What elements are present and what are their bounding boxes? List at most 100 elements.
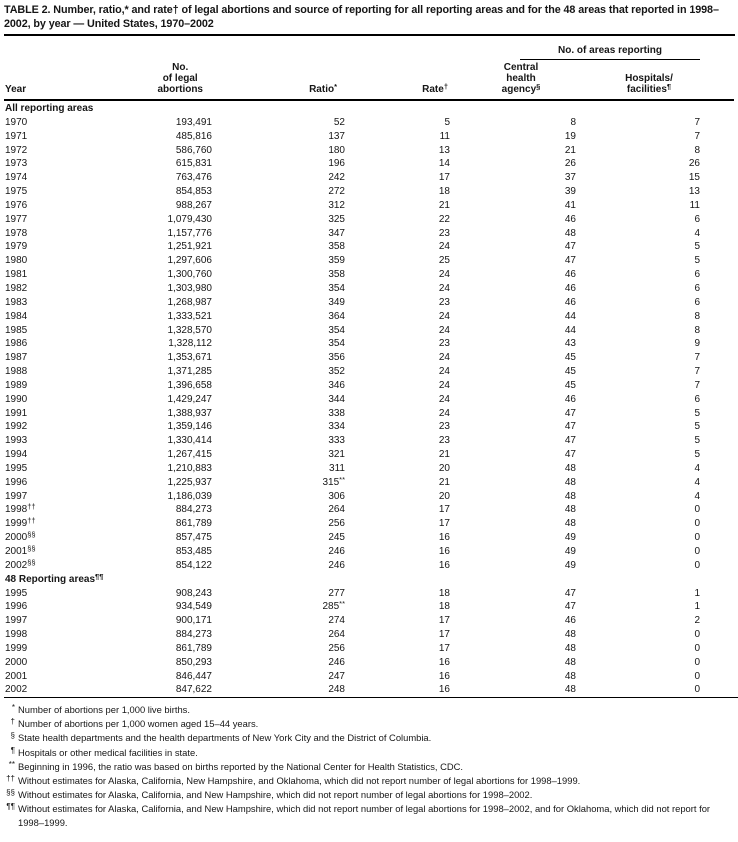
footnote-text: Hospitals or other medical facilities in… (18, 746, 198, 758)
year-cell: 1986 (5, 338, 28, 350)
year-cell: 2000§§ (5, 530, 36, 544)
central-agency-cell: 49 (564, 546, 576, 557)
hospitals-cell: 15 (688, 172, 700, 184)
rate-cell: 16 (438, 559, 450, 571)
rate-cell: 24 (438, 379, 450, 391)
rate-cell: 17 (438, 642, 450, 654)
year-cell: 1998 (5, 629, 28, 641)
rate-cell: 23 (438, 227, 450, 239)
central-agency-cell: 46 (564, 393, 576, 405)
hospitals-cell: 8 (694, 324, 700, 336)
central-agency-cell: 46 (564, 269, 576, 281)
superscript-marker: ** (339, 474, 345, 484)
year-cell: 1979 (5, 241, 28, 253)
abortions-cell: 846,447 (175, 670, 212, 682)
year-cell: 1996 (5, 476, 28, 488)
ratio-cell: 180 (328, 144, 345, 156)
ratio-cell: 247 (328, 670, 345, 682)
ratio-cell: 272 (328, 186, 345, 198)
header-divider (4, 99, 734, 101)
ratio-cell: 352 (328, 366, 345, 378)
year-cell: 1999 (5, 642, 28, 654)
year-cell: 1977 (5, 213, 28, 225)
ratio-cell: 338 (328, 407, 345, 419)
ratio-cell: 248 (328, 684, 345, 696)
year-cell: 1983 (5, 296, 28, 308)
ratio-cell: 358 (328, 241, 345, 253)
year-cell: 1970 (5, 116, 28, 128)
ratio-cell: 349 (328, 296, 345, 308)
column-header-year: Year (5, 84, 27, 95)
central-agency-cell: 46 (564, 615, 576, 627)
ratio-cell: 333 (328, 435, 345, 447)
hospitals-cell: 0 (694, 518, 700, 530)
year-cell: 1974 (5, 172, 28, 184)
hospitals-cell: 6 (694, 269, 700, 281)
footnote-symbol: §§ (6, 787, 15, 797)
table-title: TABLE 2. Number, ratio,* and rate† of le… (4, 0, 735, 36)
central-agency-cell: 48 (564, 227, 576, 239)
superscript-marker: §§ (27, 530, 36, 540)
hospitals-cell: 6 (694, 213, 700, 225)
hospitals-cell: 6 (694, 393, 700, 405)
central-agency-cell: 19 (564, 130, 576, 142)
abortions-cell: 1,225,937 (167, 476, 213, 488)
abortions-cell: 884,273 (175, 629, 212, 641)
ratio-cell: 315** (322, 474, 345, 488)
central-agency-cell: 48 (564, 670, 576, 682)
year-cell: 1985 (5, 324, 28, 336)
abortions-cell: 1,359,146 (167, 421, 213, 433)
ratio-cell: 312 (328, 199, 345, 211)
hospitals-cell: 0 (694, 559, 700, 571)
central-agency-cell: 48 (564, 656, 576, 668)
column-header-hospitals: Hospitals/ facilities¶ (625, 73, 673, 95)
superscript-marker: ¶¶ (95, 571, 104, 581)
abortions-cell: 1,303,980 (167, 282, 213, 294)
year-cell: 1989 (5, 379, 28, 391)
central-agency-cell: 45 (564, 379, 576, 391)
central-agency-cell: 49 (564, 559, 576, 571)
rate-cell: 16 (438, 670, 450, 682)
ratio-cell: 354 (328, 282, 345, 294)
abortions-cell: 1,371,285 (167, 366, 213, 378)
abortions-cell: 1,330,414 (167, 435, 213, 447)
hospitals-cell: 0 (694, 504, 700, 516)
abortions-cell: 908,243 (175, 587, 212, 599)
abortions-cell: 934,549 (175, 601, 212, 613)
year-cell: 1971 (5, 130, 28, 142)
rate-cell: 21 (438, 476, 450, 488)
central-agency-cell: 41 (564, 199, 576, 211)
rate-cell: 24 (438, 310, 450, 322)
rate-cell: 17 (438, 629, 450, 641)
central-agency-cell: 43 (564, 338, 576, 350)
ratio-cell: 356 (328, 352, 345, 364)
rate-cell: 17 (438, 504, 450, 516)
hospitals-cell: 5 (694, 255, 700, 267)
ratio-cell: 246 (328, 546, 345, 557)
abortions-cell: 1,429,247 (167, 393, 213, 405)
hospitals-cell: 7 (694, 379, 700, 391)
central-agency-cell: 47 (564, 587, 576, 599)
year-cell: 1981 (5, 269, 28, 281)
central-agency-cell: 26 (564, 158, 576, 170)
hospitals-cell: 0 (694, 656, 700, 668)
hospitals-cell: 11 (689, 199, 700, 211)
footnote-symbol: †† (6, 773, 15, 783)
rate-cell: 24 (438, 241, 450, 253)
hospitals-cell: 7 (694, 130, 700, 142)
footnote-symbol: * (11, 703, 15, 713)
footnote: ¶ Hospitals or other medical facilities i… (5, 746, 732, 760)
column-header-rate: Rate† (422, 82, 448, 95)
year-cell: 1995 (5, 462, 28, 474)
superscript-marker: §§ (27, 544, 36, 553)
hospitals-cell: 0 (694, 532, 700, 544)
hospitals-cell: 0 (694, 684, 700, 696)
column-header-ratio: Ratio* (309, 82, 337, 95)
footnote-text: Without estimates for Alaska, California… (18, 802, 711, 829)
year-cell: 1975 (5, 186, 28, 198)
year-cell: 2002§§ (5, 557, 36, 571)
abortions-cell: 847,622 (175, 684, 212, 696)
hospitals-cell: 7 (694, 366, 700, 378)
hospitals-cell: 8 (694, 144, 700, 156)
